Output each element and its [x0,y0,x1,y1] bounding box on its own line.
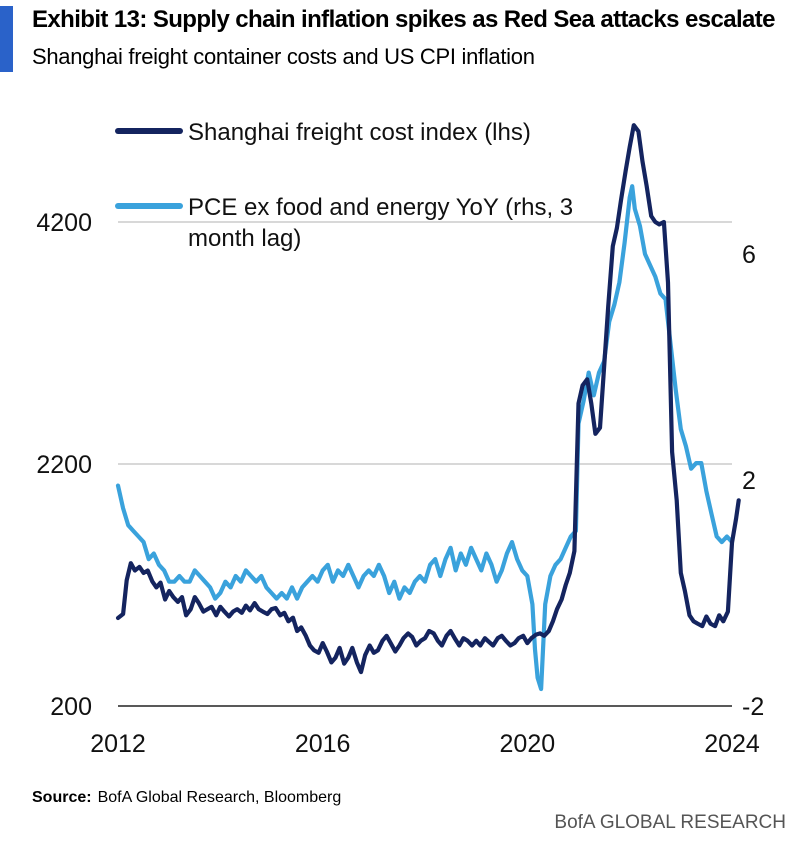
page-title: Exhibit 13: Supply chain inflation spike… [32,6,776,33]
source-note: Source: BofA Global Research, Bloomberg [32,789,341,807]
brand-label: BofA GLOBAL RESEARCH [554,812,786,833]
x-tick-label: 2012 [90,730,146,758]
accent-bar [0,6,13,72]
legend-label-freight: Shanghai freight cost index (lhs) [188,119,531,146]
y-right-tick-label: 6 [742,241,756,269]
grid-layer [118,221,732,465]
x-tick-label: 2016 [295,730,351,758]
series-line-pce [115,184,735,692]
source-label: Source: [32,789,92,806]
series-layer [115,123,741,692]
y-left-tick-label: 2200 [36,451,92,479]
y-right-tick-label: -2 [742,693,764,721]
legend: Shanghai freight cost index (lhs) PCE ex… [115,119,580,252]
page-subtitle: Shanghai freight container costs and US … [32,44,535,69]
source-text: BofA Global Research, Bloomberg [97,789,342,806]
y-left-tick-label: 200 [50,693,92,721]
legend-label-pce: PCE ex food and energy YoY (rhs, 3 month… [188,194,580,252]
series-line-freight [115,123,741,675]
y-left-tick-label: 4200 [36,209,92,237]
x-tick-label: 2024 [704,730,760,758]
y-right-tick-label: 2 [742,467,756,495]
axis-layer: 200 2200 4200 -2 2 6 2012 2016 2020 2024 [36,209,764,758]
x-tick-label: 2020 [500,730,556,758]
